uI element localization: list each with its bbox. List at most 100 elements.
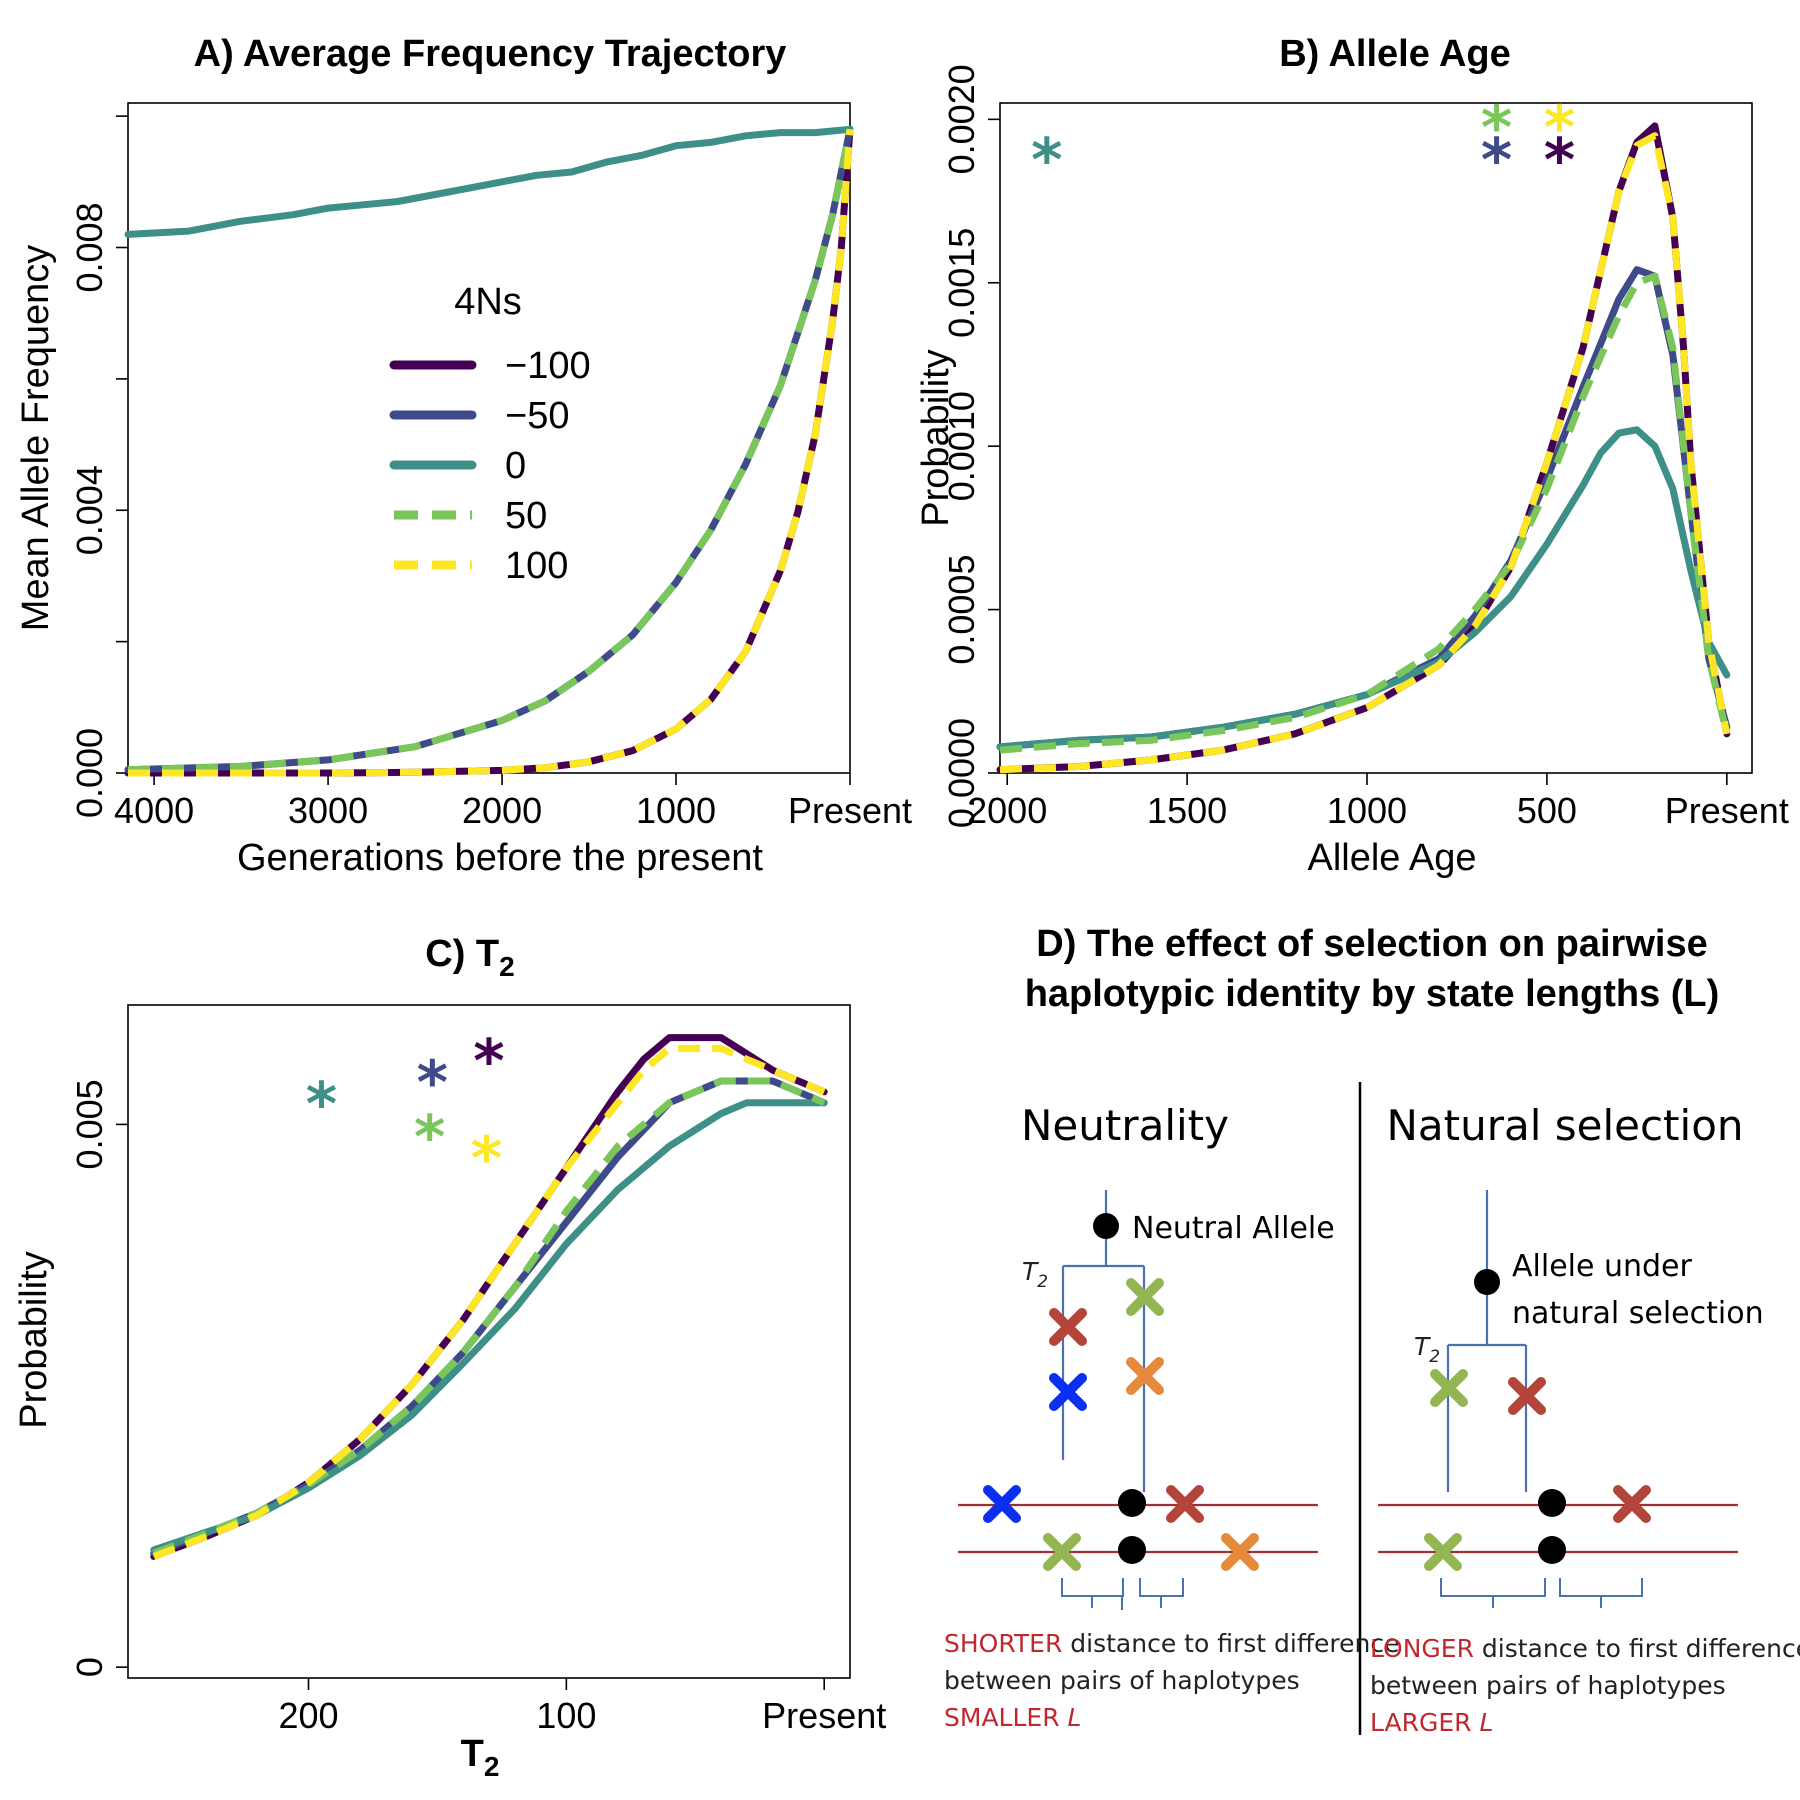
panel-c-title: C) T2: [425, 933, 514, 982]
legend-entry: 50: [505, 495, 547, 537]
series-line: [124, 125, 854, 777]
selected-allele-label-line2: natural selection: [1512, 1296, 1764, 1331]
neutral-caption-line2: between pairs of haplotypes: [944, 1666, 1300, 1695]
selection-heading: Natural selection: [1386, 1101, 1743, 1150]
series-line: [996, 122, 1731, 774]
y-tick-label: 0.004: [69, 465, 110, 555]
significance-marker: *: [1544, 126, 1575, 196]
red-cross-icon: [1508, 1377, 1546, 1415]
orange-cross-icon: [1221, 1533, 1259, 1571]
green-cross-icon: [1043, 1533, 1081, 1571]
green-cross-icon: [1430, 1369, 1468, 1407]
significance-marker: *: [1031, 126, 1062, 196]
neutral-tree-mutations: [1049, 1278, 1164, 1411]
panel-c-series: [150, 1034, 828, 1560]
x-tick-label: Present: [1665, 790, 1789, 831]
significance-marker: *: [471, 1124, 502, 1194]
selection-t2-label: T2: [1414, 1332, 1440, 1367]
panel-a-series: [124, 125, 854, 777]
series-line: [127, 128, 854, 774]
x-tick-label: 2000: [967, 790, 1047, 831]
panel-b-chart: B) Allele Age 2000 1500 1000 500 Present 0.00…: [915, 33, 1789, 879]
y-tick-label: 0.000: [69, 728, 110, 818]
panel-a-frame: [127, 102, 851, 774]
red-cross-icon: [1166, 1485, 1204, 1523]
significance-marker: *: [306, 1070, 337, 1140]
neutral-caption-line3: SMALLER L: [944, 1703, 1081, 1732]
selection-haplotype-mutations: [1424, 1485, 1651, 1571]
panel-b-ticks: 2000 1500 1000 500 Present 0.0000 0.0005 0.0010…: [941, 64, 1789, 831]
panel-b-frame: [999, 102, 1753, 774]
panel-c-xlabel: T2: [461, 1733, 500, 1782]
neutral-allele-site-2: [1118, 1536, 1146, 1564]
y-tick-label: 0.008: [69, 202, 110, 292]
x-tick-label: 1500: [1147, 790, 1227, 831]
legend-title: 4Ns: [454, 281, 522, 323]
significance-marker: *: [1481, 126, 1512, 196]
series-line: [124, 125, 854, 238]
x-tick-label: Present: [788, 790, 912, 831]
panel-b-series: [996, 122, 1731, 774]
panel-c-ticks: 200 100 Present 0 0.005: [69, 1079, 886, 1736]
legend-entry: −100: [505, 345, 591, 387]
legend-entry: −50: [505, 395, 569, 437]
series-line: [999, 272, 1731, 754]
y-tick-label: 0.0000: [941, 718, 982, 828]
selection-side: Natural selection Allele under natural s…: [1370, 1101, 1800, 1737]
y-tick-label: 0.005: [69, 1079, 110, 1169]
x-tick-label: 1000: [636, 790, 716, 831]
y-tick-label: 0.0010: [941, 391, 982, 501]
panel-c-ylabel: Probability: [13, 1251, 55, 1428]
panel-a-title: A) Average Frequency Trajectory: [194, 33, 787, 75]
panel-b-ylabel: Probability: [915, 349, 957, 526]
x-tick-label: 3000: [288, 790, 368, 831]
x-tick-label: 500: [1517, 790, 1577, 831]
selected-allele-node: [1474, 1269, 1500, 1295]
selection-tree-mutations: [1430, 1369, 1546, 1415]
significance-marker: *: [1481, 93, 1512, 163]
series-line: [996, 266, 1731, 751]
y-tick-label: 0.0005: [941, 555, 982, 665]
green-cross-icon: [1424, 1533, 1462, 1571]
panel-a-chart: A) Average Frequency Trajectory 4000 3000…: [15, 33, 912, 879]
significance-marker: *: [473, 1026, 504, 1096]
selected-allele-site-1: [1538, 1489, 1566, 1517]
panel-c-frame: [127, 1004, 851, 1679]
selection-ibs-brackets: [1440, 1578, 1643, 1608]
series-line: [152, 1044, 826, 1560]
x-tick-label: 4000: [114, 790, 194, 831]
selection-caption-line2: between pairs of haplotypes: [1370, 1671, 1726, 1700]
x-tick-label: 100: [536, 1695, 596, 1736]
neutrality-heading: Neutrality: [1021, 1101, 1229, 1150]
significance-marker: *: [417, 1048, 448, 1118]
selected-allele-site-2: [1538, 1536, 1566, 1564]
y-tick-label: 0.0015: [941, 228, 982, 338]
panel-d-diagram: D) The effect of selection on pairwise h…: [944, 923, 1800, 1737]
legend-entry: 0: [505, 445, 526, 487]
panel-a-xlabel: Generations before the present: [237, 837, 763, 879]
red-cross-icon: [1613, 1485, 1651, 1523]
blue-cross-icon: [1049, 1373, 1087, 1411]
y-tick-label: 0: [69, 1657, 110, 1677]
panel-b-title: B) Allele Age: [1279, 33, 1511, 75]
selection-caption-line3: LARGER L: [1370, 1708, 1493, 1737]
y-tick-label: 0.0020: [941, 64, 982, 174]
selection-genealogy-tree: [1446, 1190, 1528, 1492]
panel-b-markers: * * ** *: [1031, 93, 1575, 196]
panel-a-ylabel: Mean Allele Frequency: [15, 245, 57, 632]
series-line: [128, 129, 854, 777]
panel-a-legend: 4Ns −100 −50 0 50 100: [389, 281, 591, 587]
neutral-t2-label: T2: [1022, 1257, 1048, 1292]
legend-entry: 100: [505, 545, 568, 587]
neutral-ibs-brackets: [1061, 1578, 1184, 1610]
neutral-allele-node: [1093, 1213, 1119, 1239]
panel-b-xlabel: Allele Age: [1307, 837, 1476, 879]
green-cross-icon: [1126, 1278, 1164, 1316]
selected-allele-label-line1: Allele under: [1512, 1249, 1693, 1284]
blue-cross-icon: [983, 1485, 1021, 1523]
red-cross-icon: [1049, 1308, 1087, 1346]
neutral-allele-label: Neutral Allele: [1132, 1211, 1335, 1246]
x-tick-label: Present: [762, 1695, 886, 1736]
neutral-haplotype-mutations: [983, 1485, 1259, 1571]
